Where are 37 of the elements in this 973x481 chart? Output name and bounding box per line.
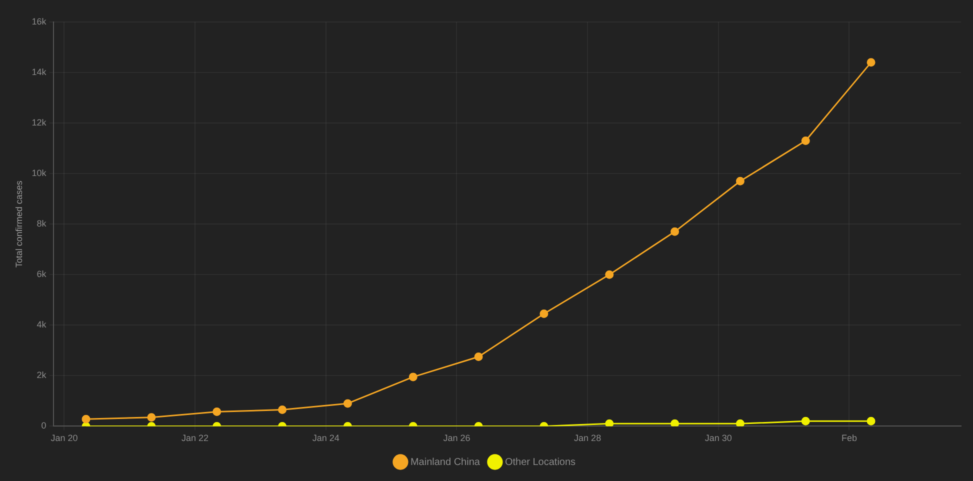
y-axis-title: Total confirmed cases [14,180,24,268]
y-tick-label: 8k [36,218,47,229]
point [408,372,418,382]
y-tick-label: 4k [36,320,47,330]
y-tick-label: 14k [32,67,47,78]
legend-label: Other Locations [504,456,576,468]
y-tick-label: 2k [36,370,47,380]
x-tick-label: Feb [841,433,857,444]
point [212,408,222,416]
point [278,406,287,414]
point [670,227,680,236]
x-tick-label: Jan 20 [50,433,78,444]
point [605,270,614,279]
x-tick-label: Jan 28 [574,433,602,444]
point [82,414,90,424]
point [801,136,810,145]
point [736,176,744,186]
point [736,419,744,426]
y-tick-label: 10k [32,168,47,178]
point [866,58,876,67]
point [343,399,352,408]
x-tick-label: Jan 30 [704,433,732,444]
point [474,352,483,361]
y-tick-label: 12k [32,118,47,128]
point [540,310,548,318]
point [147,413,156,422]
point [670,419,680,426]
point [605,419,614,426]
x-tick-label: Jan 26 [443,433,470,444]
point [801,416,810,426]
y-tick-label: 16k [32,16,47,26]
legend-label: Mainland China [410,456,480,468]
y-tick-label: 6k [36,269,47,280]
y-tick-label: 0 [41,420,46,431]
x-tick-label: Jan 22 [182,433,209,444]
point [866,416,876,426]
x-tick-label: Jan 24 [312,433,340,444]
